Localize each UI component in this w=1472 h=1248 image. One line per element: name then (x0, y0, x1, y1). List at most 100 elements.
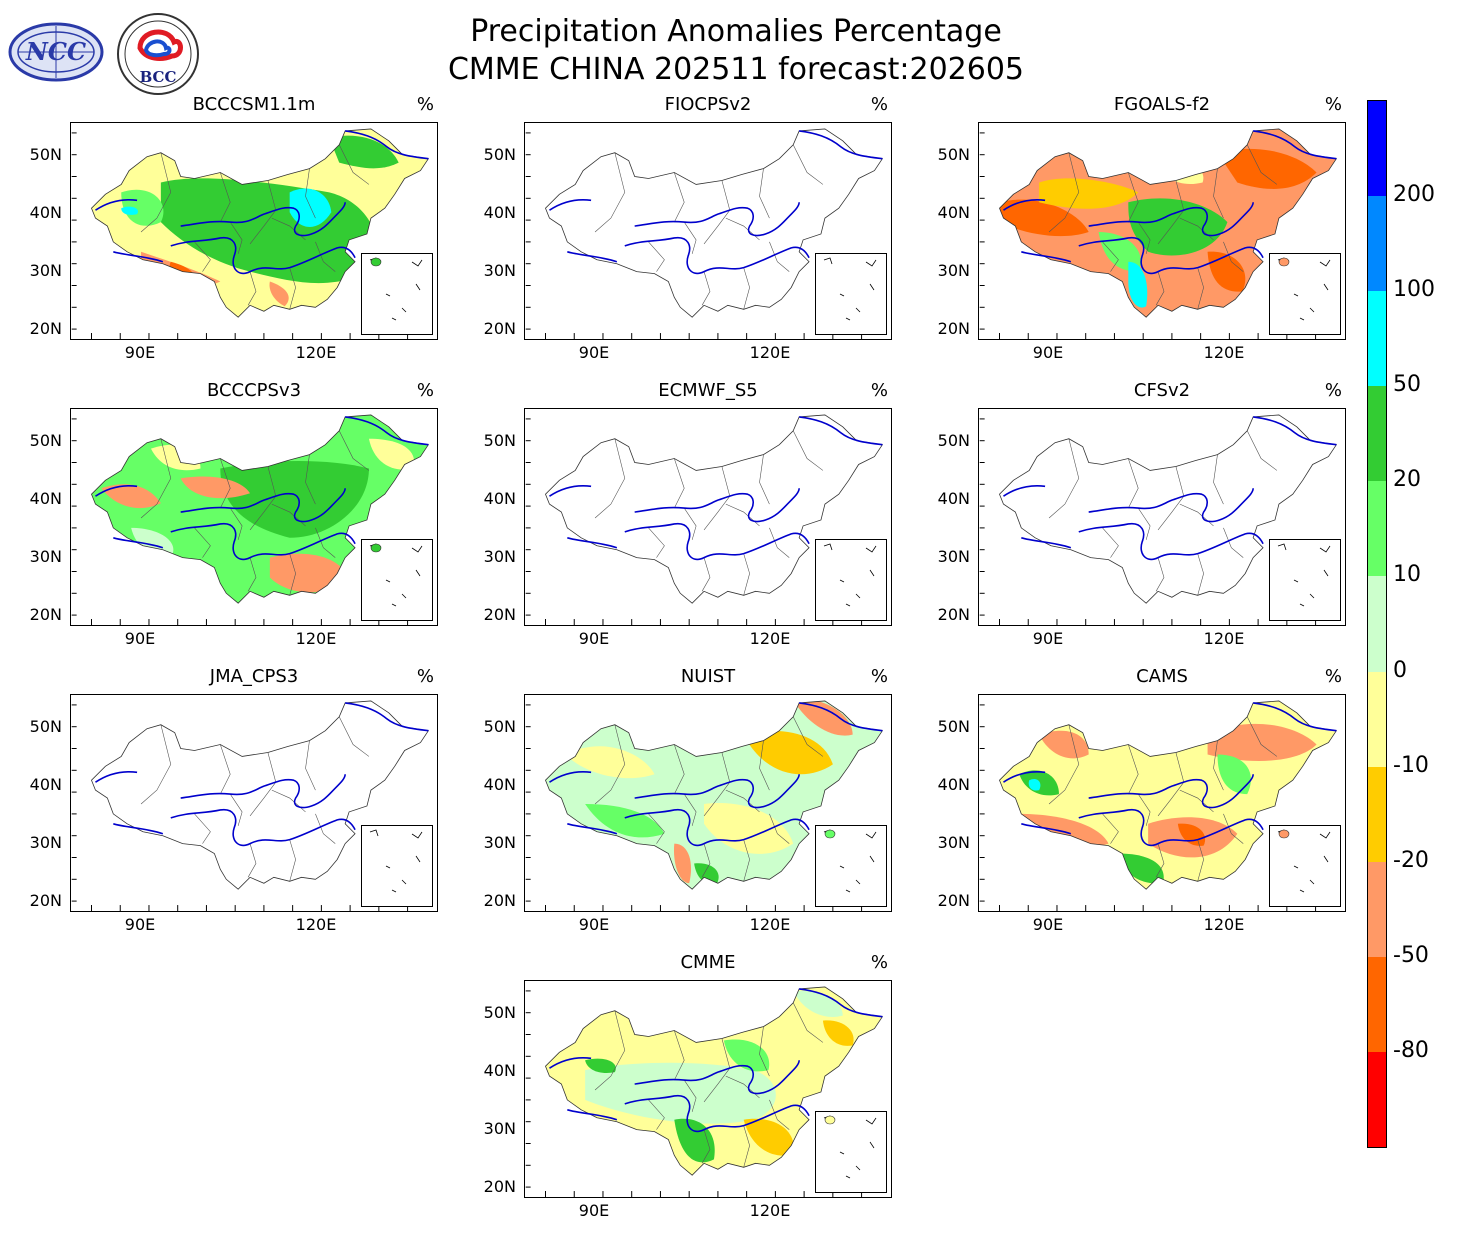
lon-label: 90E (578, 343, 610, 362)
island-mark (415, 569, 421, 577)
province-boundary (249, 752, 277, 817)
island-mark (1323, 283, 1329, 291)
river (113, 251, 164, 263)
province-boundary (247, 557, 257, 592)
province-boundary (194, 813, 211, 844)
island-mark (845, 603, 851, 607)
province-boundary (1155, 271, 1165, 306)
province-boundary (1102, 527, 1119, 558)
panel-unit: % (1324, 380, 1342, 401)
province-boundary (1213, 454, 1224, 505)
south-china-sea-inset (361, 825, 433, 907)
island-mark (839, 1151, 845, 1155)
province-boundary (648, 241, 665, 272)
anomaly-patch (743, 730, 833, 775)
panel-unit: % (1324, 94, 1342, 115)
panel-unit: % (1324, 666, 1342, 687)
river (1088, 202, 1254, 237)
island-mark (415, 283, 421, 291)
province-boundary (792, 144, 824, 185)
river (1253, 702, 1337, 732)
anomaly-patch (1207, 723, 1317, 761)
province-boundary (594, 438, 626, 519)
hainan-patch (370, 543, 382, 553)
river (567, 251, 618, 263)
island-mark (385, 579, 391, 583)
province-boundary (769, 1099, 790, 1130)
anomaly-patch (220, 461, 369, 538)
map-area (70, 694, 438, 912)
lat-label: 40N (937, 489, 970, 508)
panel-title: CAMS (1136, 666, 1188, 687)
province-boundary (594, 152, 626, 233)
river (180, 202, 346, 237)
province-boundary (674, 458, 685, 509)
lat-label: 30N (29, 547, 62, 566)
china-outline (91, 700, 430, 890)
panel-title: FIOCPSv2 (664, 94, 752, 115)
island-mark (865, 545, 877, 553)
river (345, 416, 429, 446)
province-boundary (683, 221, 697, 254)
province-boundary (759, 454, 770, 505)
island-mark (855, 879, 861, 885)
map-panel-fiocpsv2: FIOCPSv2% 50N 40N 30N 20N 90E 120E (454, 94, 894, 364)
panel-unit: % (416, 666, 434, 687)
river (113, 823, 164, 835)
province-boundary (194, 241, 211, 272)
province-boundary (1155, 557, 1165, 592)
province-boundary (674, 172, 685, 223)
anomaly-patch (822, 1020, 854, 1046)
province-boundary (701, 271, 711, 306)
island-mark (1299, 317, 1305, 321)
river (1088, 774, 1254, 809)
province-boundary (1137, 793, 1151, 826)
province-boundary (338, 430, 370, 471)
map-area (978, 122, 1346, 340)
province-boundary (1128, 172, 1139, 223)
lon-label: 90E (124, 915, 156, 934)
river (549, 199, 592, 211)
river (170, 808, 356, 847)
ncc-logo: NCC (8, 12, 104, 88)
river (95, 485, 138, 497)
china-outline (91, 128, 430, 318)
anomaly-patch (585, 803, 665, 838)
river (549, 485, 592, 497)
lat-label: 30N (483, 547, 516, 566)
province-boundary (1197, 839, 1204, 882)
anomaly-patch (368, 438, 415, 470)
lon-label: 90E (124, 343, 156, 362)
province-boundary (648, 1099, 665, 1130)
anomaly-patch (121, 206, 138, 215)
river (624, 522, 810, 561)
province-boundary (683, 793, 697, 826)
province-boundary (220, 458, 231, 509)
china-outline (545, 986, 884, 1176)
map-panel-cams: CAMS% 50N 40N 30N 20N 90E 120E (908, 666, 1348, 936)
lon-label: 120E (295, 343, 337, 362)
province-boundary (305, 740, 316, 791)
province-boundary (247, 843, 257, 878)
island-mark (1293, 579, 1299, 583)
province-boundary (289, 267, 296, 310)
map-area (524, 408, 892, 626)
lon-label: 90E (124, 629, 156, 648)
island-mark (839, 579, 845, 583)
china-outline (91, 414, 430, 604)
province-boundary (1048, 438, 1080, 519)
south-china-sea-inset (361, 539, 433, 621)
province-boundary (759, 168, 770, 219)
hainan-patch (1278, 829, 1290, 839)
colorbar-segment (1368, 576, 1386, 673)
lat-label: 20N (29, 605, 62, 624)
river (634, 488, 800, 523)
province-boundary (1128, 458, 1139, 509)
province-boundary (769, 527, 790, 558)
island-mark (1319, 259, 1331, 267)
province-boundary (315, 527, 336, 558)
river (799, 702, 883, 732)
province-boundary (703, 752, 731, 817)
lat-label: 20N (483, 891, 516, 910)
river (549, 771, 592, 783)
